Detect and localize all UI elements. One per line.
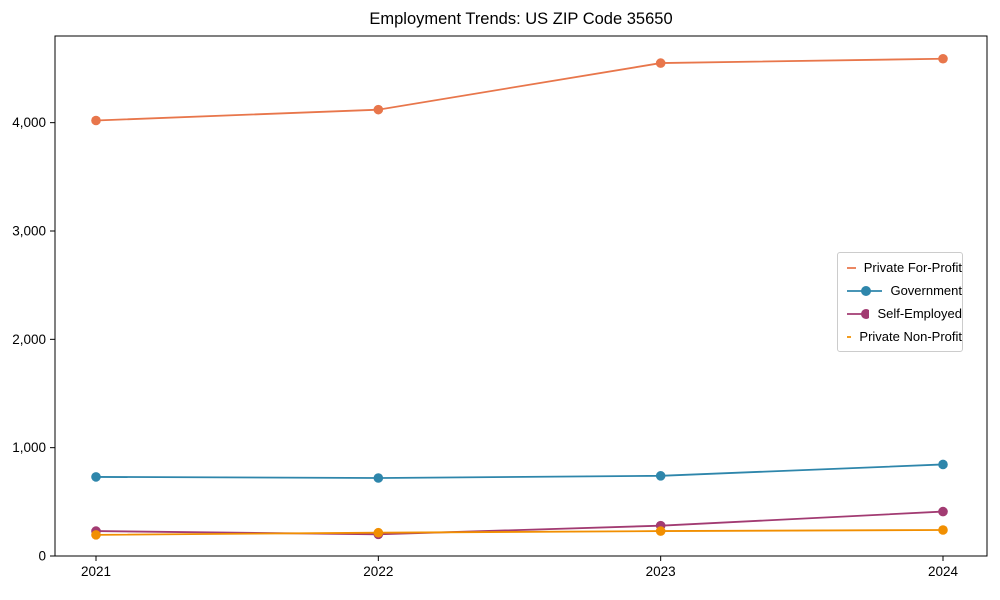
y-tick-label: 3,000 [12,224,46,239]
chart-title: Employment Trends: US ZIP Code 35650 [369,10,673,28]
x-tick-label: 2023 [646,564,676,579]
data-point-government-2022 [373,473,384,483]
data-point-self-employed-2024 [938,506,948,517]
legend-item-private-for-profit: Private For-Profit [838,256,962,279]
legend-label-private-non-profit: Private Non-Profit [859,329,962,344]
legend-item-self-employed: Self-Employed [838,302,962,325]
x-tick-label: 2021 [81,564,111,579]
legend-marker-government [847,285,883,296]
series-line-self-employed [95,510,944,536]
chart-legend: Private For-Profit Government Self-Employe… [837,252,963,352]
legend-marker-private-for-profit [847,266,856,269]
legend-label-government: Government [890,283,962,298]
series-line-government [95,463,944,479]
data-point-private-non-profit-2023 [655,526,666,536]
y-tick-label: 4,000 [12,115,46,130]
x-tick-label: 2022 [363,564,393,579]
data-point-government-2023 [655,471,666,481]
data-point-private-non-profit-2021 [91,530,101,540]
plot-spines [54,35,988,557]
data-point-private-for-profit-2022 [373,104,384,115]
y-tick-label: 1,000 [12,440,46,455]
series-line-private-non-profit [95,529,944,536]
legend-item-government: Government [838,279,962,302]
legend-label-self-employed: Self-Employed [877,306,962,321]
data-point-private-for-profit-2024 [938,53,948,64]
legend-marker-self-employed [847,308,870,319]
y-tick-label: 2,000 [12,332,46,347]
data-point-government-2024 [938,459,948,470]
legend-label-private-for-profit: Private For-Profit [863,260,962,275]
data-point-government-2021 [91,472,101,482]
legend-item-private-non-profit: Private Non-Profit [838,325,962,348]
x-tick-label: 2024 [928,564,959,579]
data-point-private-non-profit-2022 [373,527,384,538]
data-point-private-non-profit-2024 [938,525,948,535]
data-point-private-for-profit-2023 [655,58,666,68]
legend-marker-private-non-profit [847,335,852,338]
data-point-private-for-profit-2021 [91,115,101,126]
series-line-private-for-profit [95,57,944,122]
y-tick-label: 0 [38,549,46,564]
